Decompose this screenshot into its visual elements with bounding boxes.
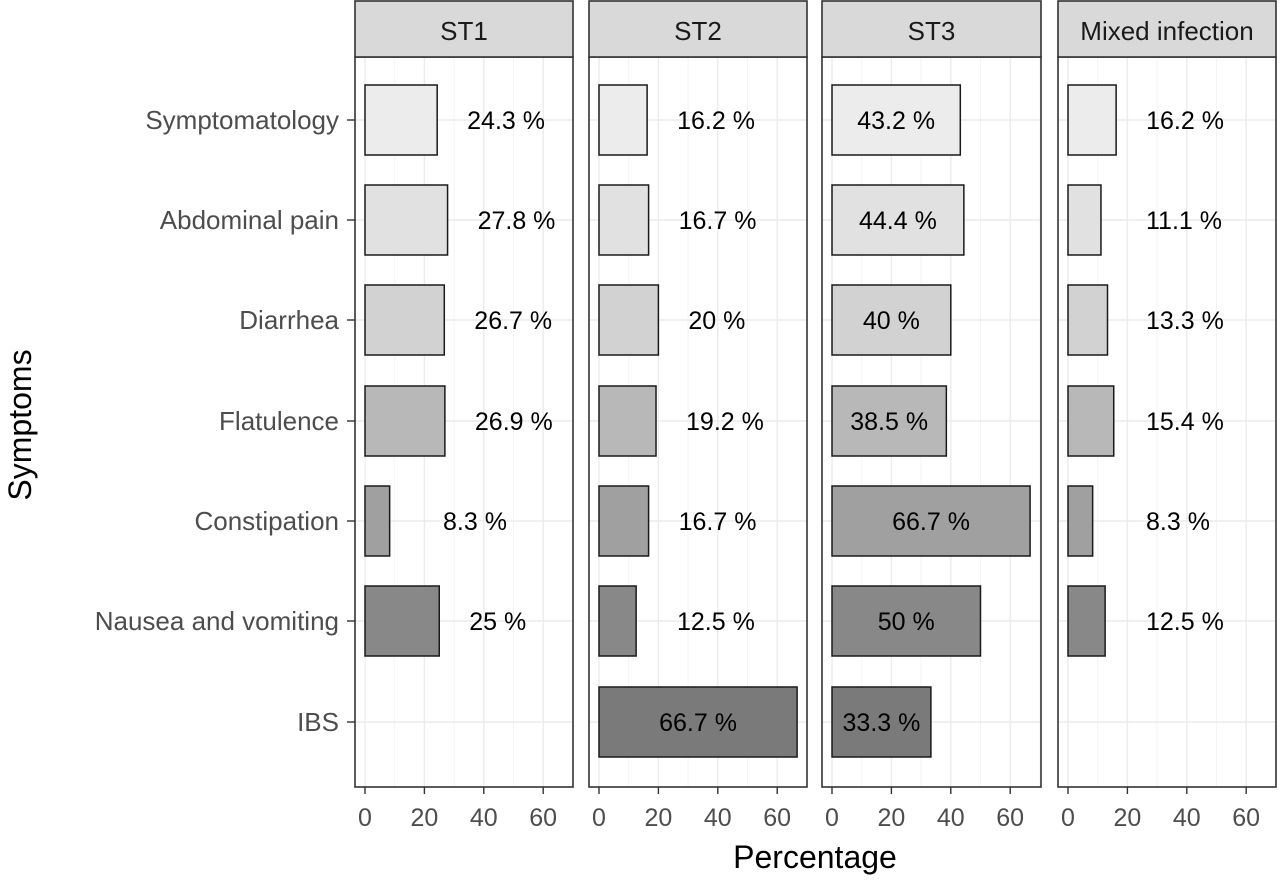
- x-tick-label: 0: [825, 804, 839, 832]
- bar: [364, 284, 446, 356]
- facet-strip: [1057, 0, 1277, 58]
- value-label: 43.2 %: [857, 107, 935, 135]
- value-label: 38.5 %: [850, 408, 928, 436]
- bar: [598, 284, 660, 356]
- bar: [1067, 385, 1115, 457]
- value-label: 16.7 %: [679, 207, 757, 235]
- bar: [364, 485, 391, 557]
- x-tick-label: 40: [470, 804, 498, 832]
- value-label: 16.7 %: [679, 508, 757, 536]
- x-tick-label: 20: [877, 804, 905, 832]
- category-label: IBS: [297, 707, 339, 737]
- y-axis-title: Symptoms: [2, 349, 38, 500]
- value-label: 12.5 %: [677, 608, 755, 636]
- value-label: 50 %: [878, 608, 935, 636]
- value-label: 24.3 %: [467, 107, 545, 135]
- x-tick-label: 20: [644, 804, 672, 832]
- bar: [598, 585, 637, 657]
- bar: [364, 585, 440, 657]
- bar: [364, 84, 438, 156]
- facet-panel: 16.2 % 11.1 % 13.3 % 15.4 % 8.3 % 12.5 % Mixed…: [1057, 0, 1277, 832]
- category-labels: Symptomatology Abdominal pain Diarrhea Flat…: [95, 105, 355, 737]
- value-label: 44.4 %: [859, 207, 937, 235]
- x-tick-label: 60: [1232, 804, 1260, 832]
- x-axis-title: Percentage: [733, 839, 897, 875]
- bar: [1067, 184, 1102, 256]
- facet-panel: 24.3 % 27.8 % 26.7 % 26.9 % 8.3 % 25 % ST1 0 20 4…: [354, 0, 574, 832]
- bar: [598, 686, 798, 758]
- value-label: 25 %: [469, 608, 526, 636]
- bar: [598, 84, 648, 156]
- category-label: Symptomatology: [145, 105, 339, 135]
- category-label: Flatulence: [219, 406, 339, 436]
- x-tick-label: 40: [1173, 804, 1201, 832]
- value-label: 66.7 %: [659, 709, 737, 737]
- facet-panel: 16.2 % 16.7 % 20 % 19.2 % 16.7 % 12.5 % 66.7 %…: [588, 0, 808, 832]
- x-tick-label: 40: [937, 804, 965, 832]
- bar: [1067, 485, 1094, 557]
- bar: [1067, 284, 1109, 356]
- value-label: 15.4 %: [1146, 408, 1224, 436]
- category-label: Diarrhea: [239, 305, 339, 335]
- value-label: 8.3 %: [1146, 508, 1210, 536]
- facet-strip-label: ST3: [908, 16, 956, 46]
- value-label: 27.8 %: [478, 207, 556, 235]
- facet-strip: [354, 0, 574, 58]
- category-label: Abdominal pain: [160, 205, 339, 235]
- value-label: 16.2 %: [677, 107, 755, 135]
- facet-strip-label: ST2: [674, 16, 722, 46]
- facet-panel: 43.2 % 44.4 % 40 % 38.5 % 66.7 % 50 % 33.3 % ST…: [821, 0, 1042, 832]
- bar: [831, 385, 948, 457]
- bar: [831, 485, 1031, 557]
- bar: [598, 184, 650, 256]
- bar: [831, 284, 952, 356]
- value-label: 26.7 %: [474, 307, 552, 335]
- x-tick-label: 0: [358, 804, 372, 832]
- value-label: 33.3 %: [843, 709, 921, 737]
- x-tick-label: 20: [410, 804, 438, 832]
- bar: [598, 485, 650, 557]
- category-label: Constipation: [194, 506, 339, 536]
- value-label: 66.7 %: [892, 508, 970, 536]
- bar: [598, 385, 657, 457]
- value-label: 26.9 %: [475, 408, 553, 436]
- value-label: 11.1 %: [1146, 207, 1222, 235]
- value-label: 8.3 %: [443, 508, 507, 536]
- facet-strip: [821, 0, 1042, 58]
- bar: [831, 585, 982, 657]
- bar: [1067, 585, 1106, 657]
- category-label: Nausea and vomiting: [95, 606, 339, 636]
- x-tick-label: 60: [763, 804, 791, 832]
- bar: [831, 686, 932, 758]
- x-tick-label: 0: [1061, 804, 1075, 832]
- bar: [831, 84, 962, 156]
- x-tick-label: 60: [996, 804, 1024, 832]
- bar: [831, 184, 965, 256]
- x-tick-label: 20: [1113, 804, 1141, 832]
- bar: [364, 184, 449, 256]
- value-label: 40 %: [863, 307, 920, 335]
- facet-strip-label: Mixed infection: [1080, 16, 1253, 46]
- bar: [364, 385, 446, 457]
- bar: [1067, 84, 1117, 156]
- x-tick-label: 60: [529, 804, 557, 832]
- x-tick-label: 40: [704, 804, 732, 832]
- facet-strip: [588, 0, 808, 58]
- value-label: 12.5 %: [1146, 608, 1224, 636]
- facet-strip-label: ST1: [440, 16, 488, 46]
- value-label: 20 %: [688, 307, 745, 335]
- x-tick-label: 0: [592, 804, 606, 832]
- value-label: 16.2 %: [1146, 107, 1224, 135]
- value-label: 13.3 %: [1146, 307, 1224, 335]
- value-label: 19.2 %: [686, 408, 764, 436]
